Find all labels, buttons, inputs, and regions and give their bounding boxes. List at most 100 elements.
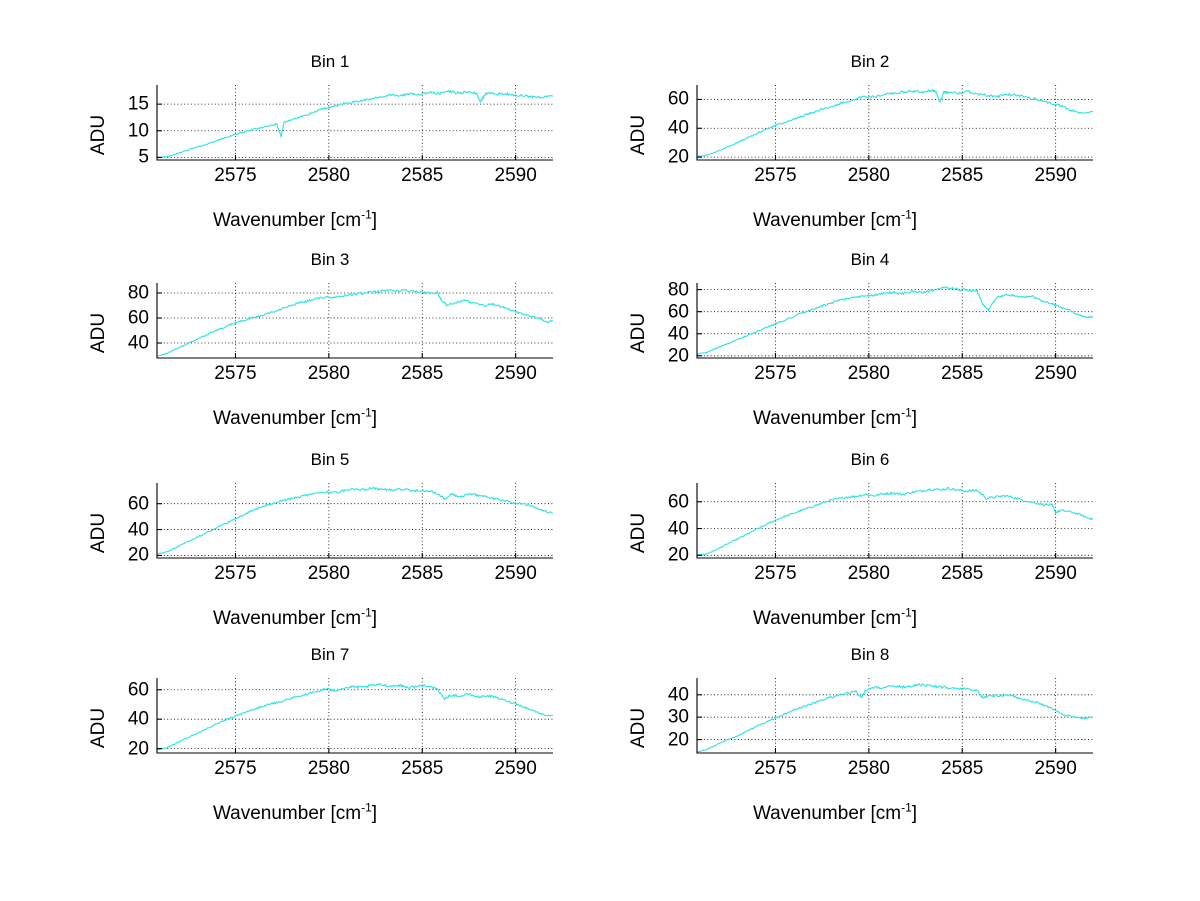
spectrum-line	[156, 682, 554, 751]
x-axis-label: Wavenumber [cm-1]	[600, 605, 1070, 630]
y-tick-label: 80	[667, 279, 689, 301]
x-axis-label-bracket: ]	[371, 608, 378, 629]
plot-area	[696, 283, 1094, 359]
x-tick-label-group: 2575 2580 2585 2590	[157, 563, 553, 587]
panel-title: Bin 1	[310, 52, 350, 71]
panel-bin-8: Bin 8 ADU 20 30 40 2575 2580 2585 2590 Wavenumber…	[600, 645, 1140, 845]
x-axis-label-text: Wavenumber [cm	[752, 803, 902, 824]
y-tick-label: 20	[667, 729, 689, 751]
x-axis-label-text: Wavenumber [cm	[212, 210, 362, 231]
x-tick-label: 2585	[941, 563, 984, 584]
y-tick-label-group: 40 60 80	[60, 283, 153, 358]
y-tick-label-group: 20 40 60	[600, 85, 693, 167]
x-tick-label: 2590	[1034, 165, 1077, 186]
x-axis-label-text: Wavenumber [cm	[212, 803, 362, 824]
x-tick-label: 2580	[847, 363, 890, 384]
plot-area	[696, 85, 1094, 161]
y-tick-label: 10	[127, 120, 149, 142]
spectrum-line	[696, 486, 1094, 556]
panel-bin-7: Bin 7 ADU 20 40 60 2575 2580 2585 2590 Wavenumber…	[60, 645, 600, 845]
x-axis-label-bracket: ]	[371, 408, 378, 429]
y-tick-label: 60	[127, 493, 149, 515]
y-tick-label: 20	[127, 544, 149, 566]
x-tick-label: 2575	[754, 363, 797, 384]
spectrum-line	[696, 89, 1094, 158]
x-tick-label: 2585	[401, 165, 444, 186]
y-tick-label: 20	[667, 345, 689, 367]
axis-spines	[156, 283, 553, 359]
x-axis-label-bracket: ]	[371, 210, 378, 231]
x-axis-label-bracket: ]	[911, 408, 918, 429]
plot-area	[696, 483, 1094, 559]
y-tick-label-group: 20 30 40	[600, 678, 693, 753]
panel-title: Bin 5	[310, 450, 350, 469]
x-tick-label: 2580	[307, 363, 350, 384]
panel-title: Bin 6	[850, 450, 890, 469]
x-axis-label: Wavenumber [cm-1]	[60, 802, 530, 825]
y-tick-label: 5	[138, 146, 149, 168]
x-axis-label-text: Wavenumber [cm	[752, 608, 902, 629]
x-axis-label-text: Wavenumber [cm	[212, 408, 362, 429]
y-tick-label: 60	[667, 301, 689, 323]
x-tick-label: 2590	[1034, 758, 1077, 779]
x-tick-label: 2585	[401, 363, 444, 384]
y-tick-label-group: 20 40 60	[60, 483, 153, 565]
x-tick-label: 2585	[941, 758, 984, 779]
panel-bin-3: Bin 3 ADU 40 60 80 2575 2580 2585 2590 Wavenumber…	[60, 250, 600, 450]
plot-area	[696, 678, 1094, 754]
y-tick-label-group: 5 10 15	[60, 85, 153, 167]
y-tick-label: 40	[127, 332, 149, 354]
y-tick-label: 30	[667, 706, 689, 728]
x-axis-label-exponent: -1	[901, 207, 912, 222]
x-tick-label: 2585	[401, 758, 444, 779]
x-axis-label-bracket: ]	[911, 608, 918, 629]
x-tick-label: 2580	[847, 758, 890, 779]
spectrum-line	[156, 89, 554, 159]
x-axis-label-exponent: -1	[361, 207, 372, 222]
x-tick-label: 2590	[1034, 563, 1077, 584]
x-tick-label: 2585	[941, 363, 984, 384]
y-tick-label: 20	[667, 544, 689, 566]
plot-area	[156, 85, 554, 161]
x-axis-label: Wavenumber [cm-1]	[600, 207, 1070, 232]
x-tick-label: 2575	[754, 563, 797, 584]
x-tick-label: 2580	[307, 758, 350, 779]
x-axis-label: Wavenumber [cm-1]	[60, 407, 530, 430]
plot-area	[156, 483, 554, 559]
y-tick-label: 40	[127, 708, 149, 730]
x-axis-label-text: Wavenumber [cm	[212, 608, 362, 629]
y-tick-label: 20	[127, 738, 149, 760]
y-tick-label: 80	[127, 282, 149, 304]
x-tick-label: 2585	[401, 563, 444, 584]
panel-bin-6: Bin 6 ADU 20 40 60 2575 2580 2585 2590 Wavenumber…	[600, 450, 1140, 650]
x-axis-label-text: Wavenumber [cm	[752, 210, 902, 231]
y-tick-label: 60	[127, 679, 149, 701]
y-tick-label: 60	[667, 88, 689, 110]
y-tick-label: 40	[127, 519, 149, 541]
x-tick-label-group: 2575 2580 2585 2590	[157, 758, 553, 782]
y-tick-label: 40	[667, 323, 689, 345]
x-tick-label-group: 2575 2580 2585 2590	[157, 363, 553, 387]
x-tick-label: 2575	[754, 165, 797, 186]
x-tick-label: 2590	[494, 363, 537, 384]
x-tick-label: 2585	[941, 165, 984, 186]
x-tick-label-group: 2575 2580 2585 2590	[157, 165, 553, 189]
x-tick-label: 2575	[214, 758, 257, 779]
panel-title: Bin 8	[850, 645, 890, 664]
y-tick-label: 40	[667, 117, 689, 139]
x-tick-label-group: 2575 2580 2585 2590	[697, 758, 1093, 782]
x-axis-label-bracket: ]	[911, 803, 918, 824]
axis-spines	[696, 678, 1093, 754]
x-axis-label-exponent: -1	[901, 605, 912, 620]
panel-title: Bin 2	[850, 52, 890, 71]
y-tick-label: 60	[667, 491, 689, 513]
x-axis-label-exponent: -1	[361, 605, 372, 620]
plot-area	[156, 678, 554, 754]
y-tick-label: 20	[667, 146, 689, 168]
y-tick-label: 40	[667, 684, 689, 706]
x-tick-label: 2580	[847, 165, 890, 186]
x-axis-label-text: Wavenumber [cm	[752, 408, 902, 429]
axis-spines	[696, 483, 1093, 559]
panel-title: Bin 3	[310, 250, 350, 269]
